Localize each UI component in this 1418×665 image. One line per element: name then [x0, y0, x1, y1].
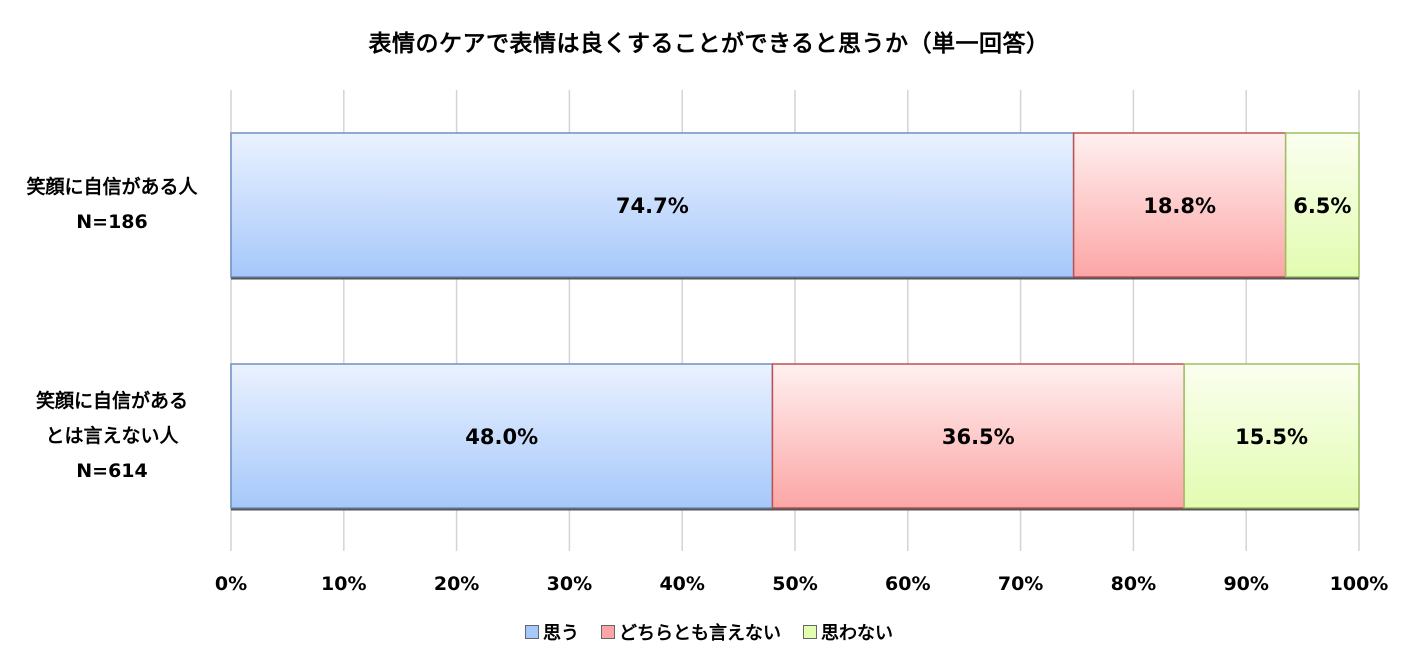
legend-label: 思う [543, 623, 579, 644]
data-label: 36.5% [942, 425, 1015, 449]
category-label-line: とは言えない人 [45, 424, 179, 447]
x-tick-label: 50% [772, 573, 817, 595]
legend-swatch [803, 625, 817, 639]
category-label: 笑顔に自信がある人 N=186 [2, 170, 222, 240]
category-label-line: N=614 [76, 459, 148, 482]
legend-swatch [601, 625, 615, 639]
legend-label: 思わない [821, 623, 893, 644]
category-label: 笑顔に自信がある とは言えない人 N=614 [2, 384, 222, 489]
bar-segment [1183, 363, 1360, 509]
x-tick-label: 90% [1223, 573, 1268, 595]
data-label: 48.0% [465, 425, 538, 449]
x-tick-label: 40% [659, 573, 704, 595]
data-label: 15.5% [1235, 425, 1308, 449]
chart-title: 表情のケアで表情は良くすることができると思うか（単一回答） [368, 31, 1050, 57]
legend: 思う どちらとも言えない 思わない [0, 619, 1418, 645]
data-label: 18.8% [1143, 194, 1216, 218]
legend-swatch [525, 625, 539, 639]
x-tick-label: 100% [1330, 573, 1389, 595]
data-label: 6.5% [1293, 194, 1351, 218]
bar-segment [1284, 132, 1360, 278]
bar-segment [771, 363, 1185, 509]
category-label-line: 笑顔に自信がある [35, 389, 188, 412]
data-label: 74.7% [616, 194, 689, 218]
x-tick-label: 70% [998, 573, 1043, 595]
x-tick-label: 10% [321, 573, 366, 595]
category-label-line: N=186 [76, 211, 148, 233]
legend-item: 思う [525, 619, 579, 645]
x-tick-label: 60% [885, 573, 930, 595]
x-tick-label: 80% [1111, 573, 1156, 595]
legend-label: どちらとも言えない [619, 623, 781, 644]
category-label-line: 笑顔に自信がある人 [26, 176, 198, 198]
bar-segment [230, 363, 774, 509]
x-tick-label: 20% [434, 573, 479, 595]
x-tick-label: 30% [547, 573, 592, 595]
legend-item: どちらとも言えない [601, 619, 781, 645]
legend-item: 思わない [803, 619, 893, 645]
x-tick-label: 0% [215, 573, 247, 595]
